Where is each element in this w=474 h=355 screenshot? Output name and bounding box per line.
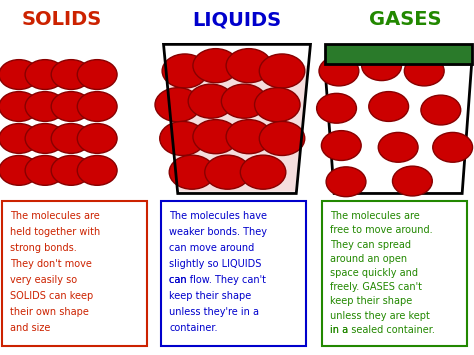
Circle shape [77,124,117,153]
Bar [325,44,472,64]
Text: keep their shape: keep their shape [169,291,252,301]
Text: can move around: can move around [169,243,255,253]
Circle shape [259,121,305,155]
Circle shape [51,155,91,185]
Circle shape [255,88,300,122]
Circle shape [221,84,267,118]
Circle shape [421,95,461,125]
Circle shape [0,60,39,89]
Text: can flow. They can't: can flow. They can't [169,275,266,285]
Text: container.: container. [169,323,218,333]
Circle shape [259,54,305,88]
FancyBboxPatch shape [161,201,306,346]
Circle shape [205,155,250,189]
Text: keep their shape: keep their shape [330,296,413,306]
Text: space quickly and: space quickly and [330,268,419,278]
Text: The molecules are: The molecules are [330,211,420,221]
Text: unless they are kept: unless they are kept [330,311,430,321]
FancyBboxPatch shape [322,201,467,346]
Circle shape [226,120,272,154]
Circle shape [51,124,91,153]
Circle shape [169,155,215,189]
Circle shape [160,121,205,155]
Circle shape [326,167,366,197]
Text: LIQUIDS: LIQUIDS [192,10,282,29]
Circle shape [77,92,117,121]
Text: can: can [169,275,190,285]
Circle shape [433,132,473,162]
Circle shape [404,56,444,86]
Circle shape [51,60,91,89]
Circle shape [25,124,65,153]
Circle shape [0,92,39,121]
Text: and size: and size [10,323,51,333]
Circle shape [188,84,234,118]
Text: SOLIDS can keep: SOLIDS can keep [10,291,94,301]
Circle shape [0,155,39,185]
Circle shape [25,60,65,89]
Polygon shape [325,64,472,193]
FancyBboxPatch shape [2,201,147,346]
Text: strong bonds.: strong bonds. [10,243,77,253]
Text: in a sealed container.: in a sealed container. [330,325,435,335]
Circle shape [77,155,117,185]
Text: They don't move: They don't move [10,259,92,269]
Circle shape [193,120,238,154]
Text: The molecules are: The molecules are [10,211,100,221]
Circle shape [25,155,65,185]
Circle shape [240,155,286,189]
Circle shape [362,51,401,81]
Polygon shape [165,66,309,192]
Text: slightly so LIQUIDS: slightly so LIQUIDS [169,259,262,269]
Text: GASES: GASES [369,10,441,29]
Circle shape [25,92,65,121]
Circle shape [51,92,91,121]
Text: free to move around.: free to move around. [330,225,433,235]
Text: very easily so: very easily so [10,275,78,285]
Circle shape [155,88,201,122]
Text: They can spread: They can spread [330,240,411,250]
Circle shape [321,131,361,160]
Circle shape [193,49,238,83]
Circle shape [369,92,409,121]
Text: weaker bonds. They: weaker bonds. They [169,227,267,237]
Circle shape [392,166,432,196]
Circle shape [378,132,418,162]
Circle shape [317,93,356,123]
Text: unless they're in a: unless they're in a [169,307,259,317]
Circle shape [319,56,359,86]
Text: The molecules have: The molecules have [169,211,267,221]
Text: freely. GASES can't: freely. GASES can't [330,282,422,292]
Text: their own shape: their own shape [10,307,89,317]
Circle shape [77,60,117,89]
Text: held together with: held together with [10,227,100,237]
Text: SOLIDS: SOLIDS [21,10,102,29]
Circle shape [162,54,208,88]
Circle shape [0,124,39,153]
Text: in a: in a [330,325,352,335]
Circle shape [226,49,272,83]
Text: around an open: around an open [330,254,408,264]
